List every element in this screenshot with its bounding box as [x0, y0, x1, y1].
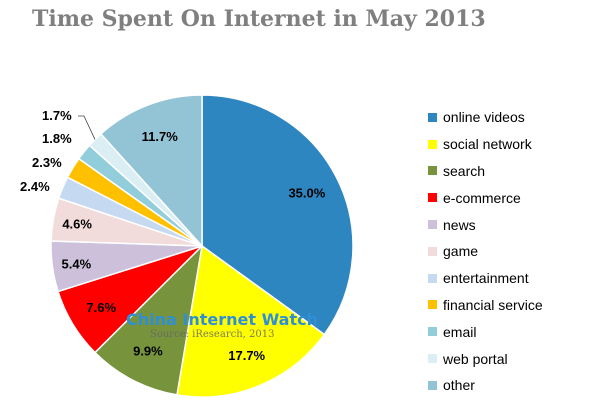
legend-item-search: search — [428, 158, 596, 185]
data-label-e-commerce: 7.6% — [86, 300, 116, 315]
legend-swatch — [428, 354, 437, 364]
legend-swatch — [428, 273, 437, 283]
legend-label: web portal — [443, 350, 508, 367]
legend-item-news: news — [428, 211, 596, 238]
legend-swatch — [428, 327, 437, 337]
legend-label: search — [443, 162, 486, 179]
legend-label: email — [443, 323, 477, 340]
data-label-social-network: 17.7% — [228, 348, 265, 363]
legend-item-other: other — [428, 372, 596, 399]
legend-item-entertainment: entertainment — [428, 265, 596, 292]
data-label-web-portal: 1.7% — [42, 108, 72, 123]
pie-slice-other — [99, 94, 203, 248]
legend-label: financial service — [443, 296, 543, 313]
chart-legend: online videos social network search e-comme… — [428, 104, 596, 399]
leader-line — [78, 115, 96, 140]
legend-item-email: email — [428, 318, 596, 345]
data-label-news: 5.4% — [62, 256, 92, 271]
legend-label: online videos — [443, 109, 525, 126]
data-label-financial-service: 2.3% — [32, 155, 62, 170]
data-label-game: 4.6% — [62, 217, 92, 232]
data-label-entertainment: 2.4% — [20, 179, 50, 194]
legend-swatch — [428, 220, 437, 230]
legend-swatch — [428, 112, 437, 122]
legend-item-web-portal: web portal — [428, 345, 596, 372]
legend-swatch — [428, 139, 437, 149]
legend-item-online-videos: online videos — [428, 104, 596, 131]
legend-label: social network — [443, 136, 532, 153]
legend-swatch — [428, 166, 437, 176]
data-label-search: 9.9% — [133, 344, 163, 359]
legend-item-social-network: social network — [428, 131, 596, 158]
pie-slice-social-network — [176, 244, 326, 398]
legend-label: e-commerce — [443, 189, 521, 206]
data-label-online-videos: 35.0% — [288, 185, 325, 200]
legend-swatch — [428, 246, 437, 256]
legend-item-financial-service: financial service — [428, 292, 596, 319]
chart-title: Time Spent On Internet in May 2013 — [32, 6, 486, 32]
legend-item-e-commerce: e-commerce — [428, 184, 596, 211]
legend-label: game — [443, 243, 479, 260]
pie-data-labels: 35.0% 17.7% 9.9% 7.6% 5.4% 4.6% 2.4% 2.3% 1.8% 1.… — [20, 108, 326, 363]
pie-slice-online-videos — [201, 94, 354, 336]
legend-swatch — [428, 300, 437, 310]
legend-item-game: game — [428, 238, 596, 265]
pie-slice-search — [93, 243, 204, 396]
legend-label: entertainment — [443, 270, 529, 287]
legend-label: news — [443, 216, 476, 233]
data-label-email: 1.8% — [42, 131, 72, 146]
data-label-other: 11.7% — [142, 129, 179, 144]
pie-slices — [50, 94, 354, 398]
legend-label: other — [443, 377, 475, 394]
legend-swatch — [428, 193, 437, 203]
legend-swatch — [428, 380, 437, 390]
